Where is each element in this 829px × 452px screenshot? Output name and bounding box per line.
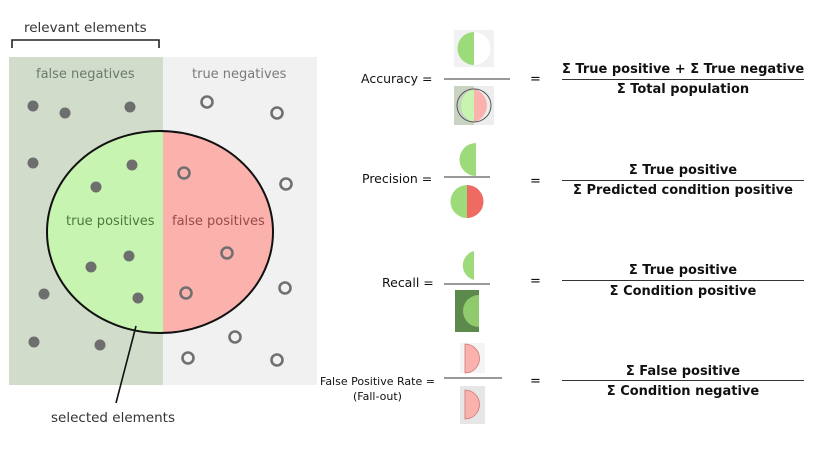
selected-elements-label: selected elements <box>51 410 175 426</box>
irrelevant-dot <box>220 246 234 260</box>
relevant-dot <box>94 339 106 351</box>
precision-numerator-icon <box>459 143 476 176</box>
irrelevant-dot <box>270 106 284 120</box>
true-positives-label: true positives <box>66 214 155 229</box>
recall-label: Recall = <box>382 275 434 290</box>
irrelevant-dot <box>177 166 191 180</box>
relevant-dot <box>28 336 40 348</box>
true-positive-area <box>47 131 163 333</box>
irrelevant-dot <box>200 95 214 109</box>
relevant-dot <box>123 250 135 262</box>
fpr-numerator-icon <box>460 343 485 374</box>
fpr-equals: = <box>530 374 541 389</box>
accuracy-numerator: Σ True positive + Σ True negative <box>562 62 805 77</box>
false-negatives-label: false negatives <box>36 67 135 82</box>
fpr-label: False Positive Rate = <box>320 375 435 388</box>
accuracy-fraction-bar <box>562 79 804 80</box>
recall-fraction-bar <box>562 280 804 281</box>
fpr-fraction-bar <box>562 380 804 381</box>
recall-denominator: Σ Condition positive <box>609 284 757 299</box>
precision-equals: = <box>530 174 541 189</box>
relevant-dots <box>27 100 144 351</box>
relevant-dot <box>27 100 39 112</box>
relevant-bracket <box>11 39 160 48</box>
irrelevant-dot <box>278 281 292 295</box>
relevant-dot <box>38 288 50 300</box>
precision-denominator: Σ Predicted condition positive <box>573 183 793 198</box>
selected-elements-circle <box>46 130 274 334</box>
precision-label: Precision = <box>362 171 433 186</box>
relevant-dot <box>90 181 102 193</box>
relevant-dot <box>59 107 71 119</box>
irrelevant-dot <box>181 351 195 365</box>
precision-denominator-icon <box>450 185 484 218</box>
precision-fraction-bar <box>562 180 804 181</box>
relevant-dot <box>132 292 144 304</box>
false-positives-label: false positives <box>172 214 265 229</box>
fpr-denominator-icon <box>460 386 485 424</box>
fpr-sublabel: (Fall-out) <box>353 390 402 403</box>
accuracy-denominator-icon <box>454 86 494 125</box>
accuracy-label: Accuracy = <box>361 71 433 86</box>
relevant-elements-label: relevant elements <box>24 20 147 36</box>
irrelevant-dot <box>228 330 242 344</box>
irrelevant-dot <box>179 286 193 300</box>
selected-pointer-line <box>115 325 137 404</box>
precision-numerator: Σ True positive <box>628 163 738 178</box>
relevant-dot <box>124 101 136 113</box>
accuracy-equals: = <box>530 72 541 87</box>
recall-denominator-icon <box>455 290 479 332</box>
irrelevant-dot <box>270 353 284 367</box>
relevant-dot <box>27 157 39 169</box>
irrelevant-dot <box>279 177 293 191</box>
false-positive-area <box>163 131 273 333</box>
true-negatives-label: true negatives <box>192 67 287 82</box>
irrelevant-dots <box>177 95 293 367</box>
fpr-denominator: Σ Condition negative <box>606 384 760 399</box>
recall-equals: = <box>530 274 541 289</box>
accuracy-numerator-icon <box>454 30 494 67</box>
relevant-dot <box>85 261 97 273</box>
recall-numerator-icon <box>462 251 474 280</box>
recall-numerator: Σ True positive <box>628 263 738 278</box>
relevant-dot <box>126 159 138 171</box>
accuracy-denominator: Σ Total population <box>616 82 750 97</box>
fpr-numerator: Σ False positive <box>625 364 741 379</box>
